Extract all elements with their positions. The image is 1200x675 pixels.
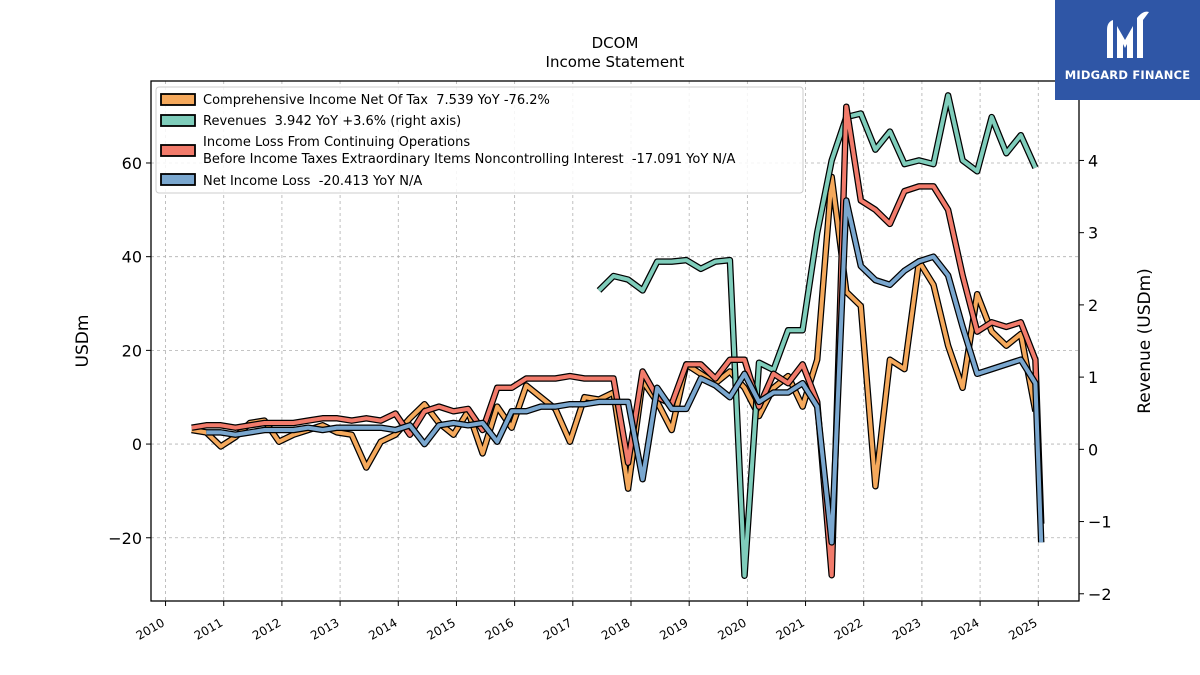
- y-right-tick-label: 0: [1088, 440, 1098, 459]
- legend-label-income-loss-continuing-ops: Income Loss From Continuing Operations B…: [203, 135, 736, 167]
- y-right-tick-label: −1: [1088, 513, 1112, 532]
- x-tick-label: 2017: [541, 615, 574, 642]
- y-right-tick-label: 3: [1088, 224, 1098, 243]
- midgard-logo-icon: [1107, 11, 1149, 59]
- y-axis-left-label: USDm: [73, 315, 93, 368]
- x-tick-label: 2022: [832, 615, 865, 642]
- x-tick-label: 2011: [192, 615, 225, 642]
- series-lines: [191, 92, 1045, 579]
- legend-swatch-revenues: [160, 114, 196, 127]
- legend-swatch-income-loss-continuing-ops: [160, 144, 196, 157]
- legend-swatch-net-income-loss: [160, 173, 196, 186]
- series-line-comprehensive-income: [191, 173, 1039, 492]
- series-line-net-income-loss-outline: [206, 197, 1045, 546]
- x-tick-label: 2023: [890, 615, 923, 642]
- series-line-income-loss-continuing-ops-stroke: [191, 104, 1044, 578]
- x-tick-label: 2013: [308, 615, 341, 642]
- series-line-revenues: [596, 92, 1039, 579]
- y-tick-label: 0: [132, 435, 142, 454]
- legend-box: [155, 86, 804, 194]
- x-tick-label: 2019: [657, 615, 690, 642]
- series-line-net-income-loss: [206, 197, 1045, 546]
- x-tick-label: 2018: [599, 615, 632, 642]
- y-tick-label: −20: [108, 529, 142, 548]
- series-line-net-income-loss-stroke: [206, 198, 1044, 545]
- plot-frame: [150, 80, 1080, 602]
- y-axis-right-ticks: −2 −1 0 1 2 3 4: [1079, 151, 1112, 604]
- y-tick-label: 20: [122, 341, 142, 360]
- series-line-income-loss-continuing-ops: [191, 103, 1045, 579]
- chart-subtitle: Income Statement: [546, 53, 685, 71]
- y-axis-left-ticks: −20 0 20 40 60: [108, 154, 151, 548]
- brand-logo: MIDGARD FINANCE: [1055, 0, 1200, 100]
- y-right-tick-label: 2: [1088, 296, 1098, 315]
- x-tick-label: 2025: [1006, 615, 1039, 642]
- y-right-tick-label: −2: [1088, 585, 1112, 604]
- y-axis-right-label: Revenue (USDm): [1135, 268, 1155, 414]
- brand-name: MIDGARD FINANCE: [1064, 68, 1191, 82]
- y-right-tick-label: 1: [1088, 368, 1098, 387]
- series-line-revenues-stroke: [597, 93, 1038, 578]
- x-tick-label: 2016: [483, 615, 516, 642]
- x-axis-ticks: 2010 2011 2012 2013 2014 2015 2016 2017 2018 2019…: [134, 601, 1040, 643]
- legend: Comprehensive Income Net Of Tax 7.539 Yo…: [155, 86, 804, 194]
- x-tick-label: 2024: [948, 615, 981, 642]
- x-tick-label: 2010: [134, 615, 167, 642]
- legend-label-revenues: Revenues 3.942 YoY +3.6% (right axis): [203, 114, 461, 129]
- chart-title: DCOM: [592, 34, 639, 52]
- y-tick-label: 40: [122, 248, 142, 267]
- legend-label-comprehensive-income: Comprehensive Income Net Of Tax 7.539 Yo…: [203, 93, 550, 108]
- x-tick-label: 2020: [715, 615, 748, 642]
- x-tick-label: 2015: [425, 615, 458, 642]
- series-line-comprehensive-income-stroke: [191, 175, 1038, 491]
- x-tick-label: 2021: [774, 615, 807, 642]
- legend-swatch-comprehensive-income: [160, 93, 196, 106]
- y-tick-label: 60: [122, 154, 142, 173]
- x-tick-label: 2012: [250, 615, 283, 642]
- y-right-tick-label: 4: [1088, 151, 1098, 170]
- x-tick-label: 2014: [366, 615, 399, 642]
- legend-label-net-income-loss: Net Income Loss -20.413 YoY N/A: [203, 174, 422, 189]
